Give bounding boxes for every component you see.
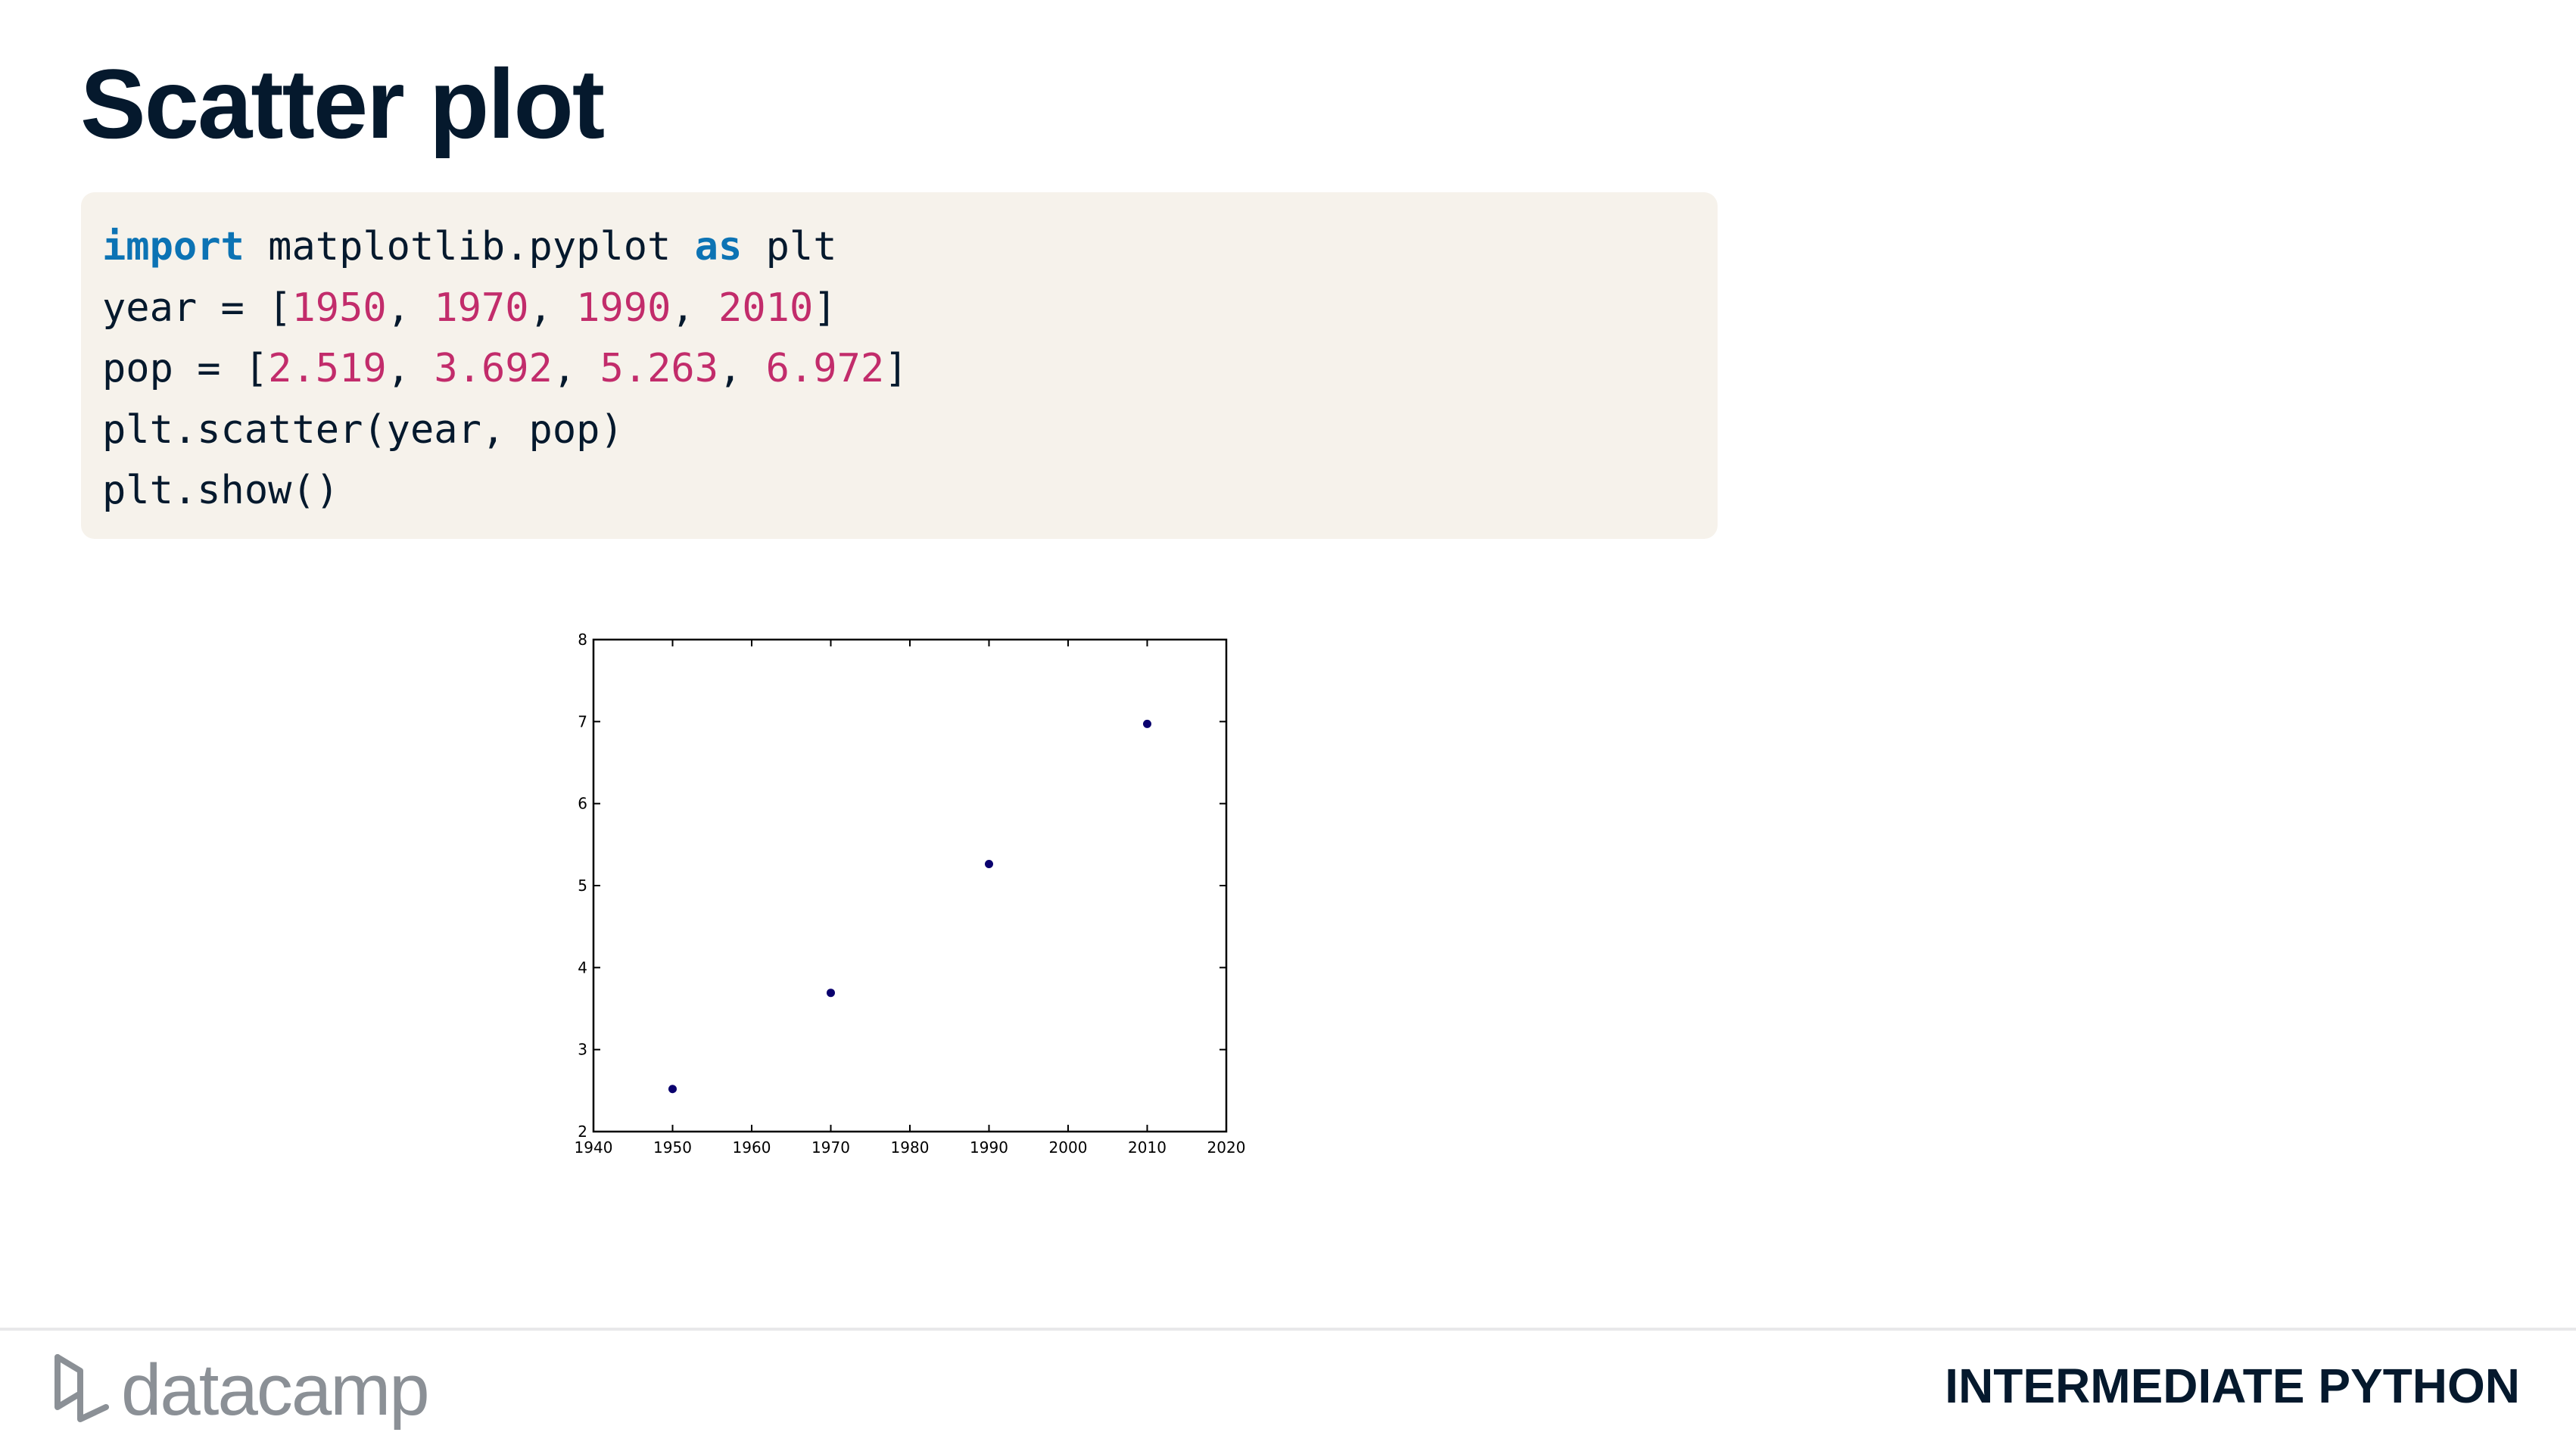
- chart-frame: [592, 638, 1228, 1133]
- code-text: year = [: [102, 285, 292, 331]
- code-text: ]: [813, 285, 837, 331]
- code-text: ,: [671, 285, 719, 331]
- brand-wordmark: datacamp: [121, 1350, 430, 1431]
- y-tick-label: 3: [578, 1041, 587, 1059]
- x-tick-label: 1970: [811, 1138, 850, 1157]
- y-tick-label: 6: [578, 795, 587, 813]
- code-text: ,: [552, 346, 600, 391]
- code-text: pop = [: [102, 346, 269, 391]
- x-tick-label: 2010: [1128, 1138, 1167, 1157]
- code-number: 2.519: [268, 346, 387, 391]
- code-text: ,: [386, 346, 435, 391]
- code-text: ]: [884, 346, 908, 391]
- chart-points: [668, 719, 1151, 1094]
- code-line-2: year = [1950, 1970, 1990, 2010]: [102, 278, 1718, 339]
- x-tick-label: 1940: [575, 1138, 613, 1157]
- code-keyword-import: import: [102, 224, 245, 269]
- code-text: ,: [718, 346, 766, 391]
- course-name: INTERMEDIATE PYTHON: [1945, 1359, 2520, 1413]
- y-tick-label: 4: [578, 958, 587, 976]
- code-line-5: plt.show(): [102, 468, 340, 513]
- code-text: ,: [386, 285, 435, 331]
- y-tick-label: 7: [578, 712, 587, 730]
- code-line-4: plt.scatter(year, pop): [102, 406, 624, 453]
- slide-title: Scatter plot: [80, 48, 605, 159]
- code-number: 2010: [718, 285, 814, 331]
- code-number: 3.692: [434, 346, 553, 391]
- y-tick-label: 8: [578, 631, 587, 649]
- y-tick-label: 2: [578, 1123, 587, 1141]
- footer-divider: [0, 1328, 2576, 1331]
- code-number: 1990: [576, 285, 671, 331]
- code-number: 6.972: [765, 346, 885, 391]
- code-text: ,: [528, 285, 577, 331]
- scatter-point: [827, 989, 835, 998]
- code-text: matplotlib.pyplot: [244, 224, 695, 269]
- scatter-chart: 1940 1950 1960 1970 1980 1990 2000 2010 2020 2 3 4 5…: [575, 631, 1246, 1157]
- code-number: 5.263: [600, 346, 719, 391]
- x-tick-label: 2020: [1207, 1138, 1246, 1157]
- code-line-3: pop = [2.519, 3.692, 5.263, 6.972]: [102, 338, 1718, 400]
- x-tick-label: 2000: [1049, 1138, 1088, 1157]
- code-keyword-as: as: [694, 224, 743, 269]
- scatter-point: [985, 860, 993, 869]
- datacamp-logo-icon: [55, 1354, 109, 1422]
- x-tick-label: 1990: [970, 1138, 1008, 1157]
- scatter-point: [1143, 719, 1151, 728]
- brand-logo: datacamp: [53, 1349, 430, 1432]
- code-block: import matplotlib.pyplot as plt year = […: [81, 192, 1718, 539]
- chart-ticks: 1940 1950 1960 1970 1980 1990 2000 2010 2020 2 3 4 5…: [575, 631, 1246, 1157]
- x-tick-label: 1960: [733, 1138, 771, 1157]
- code-number: 1970: [434, 285, 529, 331]
- code-text: plt: [742, 224, 837, 269]
- scatter-point: [668, 1085, 677, 1094]
- code-line-1: import matplotlib.pyplot as plt: [102, 216, 1718, 278]
- x-tick-label: 1950: [653, 1138, 692, 1157]
- code-number: 1950: [291, 285, 387, 331]
- x-tick-label: 1980: [891, 1138, 930, 1157]
- y-tick-label: 5: [578, 877, 587, 895]
